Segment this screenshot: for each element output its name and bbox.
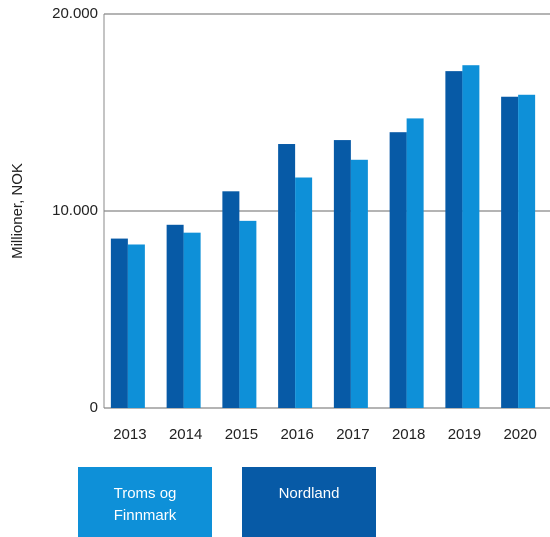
y-axis-label: Millioner, NOK xyxy=(9,163,26,259)
bar xyxy=(222,191,240,408)
plot: Millioner, NOK 0 10.000 20.000 2013 2014 2015… xyxy=(9,5,550,443)
bar xyxy=(295,177,313,408)
legend-item: Nordland xyxy=(242,467,376,537)
bar xyxy=(183,232,201,408)
bar xyxy=(501,96,519,409)
legend-item: Troms og Finnmark xyxy=(78,467,212,537)
bar xyxy=(333,140,351,408)
x-tick-label: 2014 xyxy=(169,426,202,443)
bar xyxy=(445,71,463,408)
bar xyxy=(166,224,184,408)
bar xyxy=(462,65,480,408)
bar xyxy=(278,144,296,408)
x-tick-label: 2017 xyxy=(336,426,369,443)
x-tick-label: 2018 xyxy=(392,426,425,443)
x-tick-label: 2016 xyxy=(280,426,313,443)
x-tick-label: 2015 xyxy=(225,426,258,443)
bar xyxy=(110,238,128,408)
x-tick-label: 2020 xyxy=(503,426,536,443)
bar xyxy=(518,94,536,409)
y-tick-label: 0 xyxy=(90,399,98,416)
y-tick-label: 10.000 xyxy=(52,202,98,219)
bar xyxy=(127,244,145,408)
bar xyxy=(389,132,407,408)
bar xyxy=(350,159,368,408)
bar xyxy=(239,220,257,408)
x-tick-label: 2013 xyxy=(113,426,146,443)
x-tick-label: 2019 xyxy=(448,426,481,443)
bar xyxy=(406,118,424,408)
y-tick-label: 20.000 xyxy=(52,5,98,22)
